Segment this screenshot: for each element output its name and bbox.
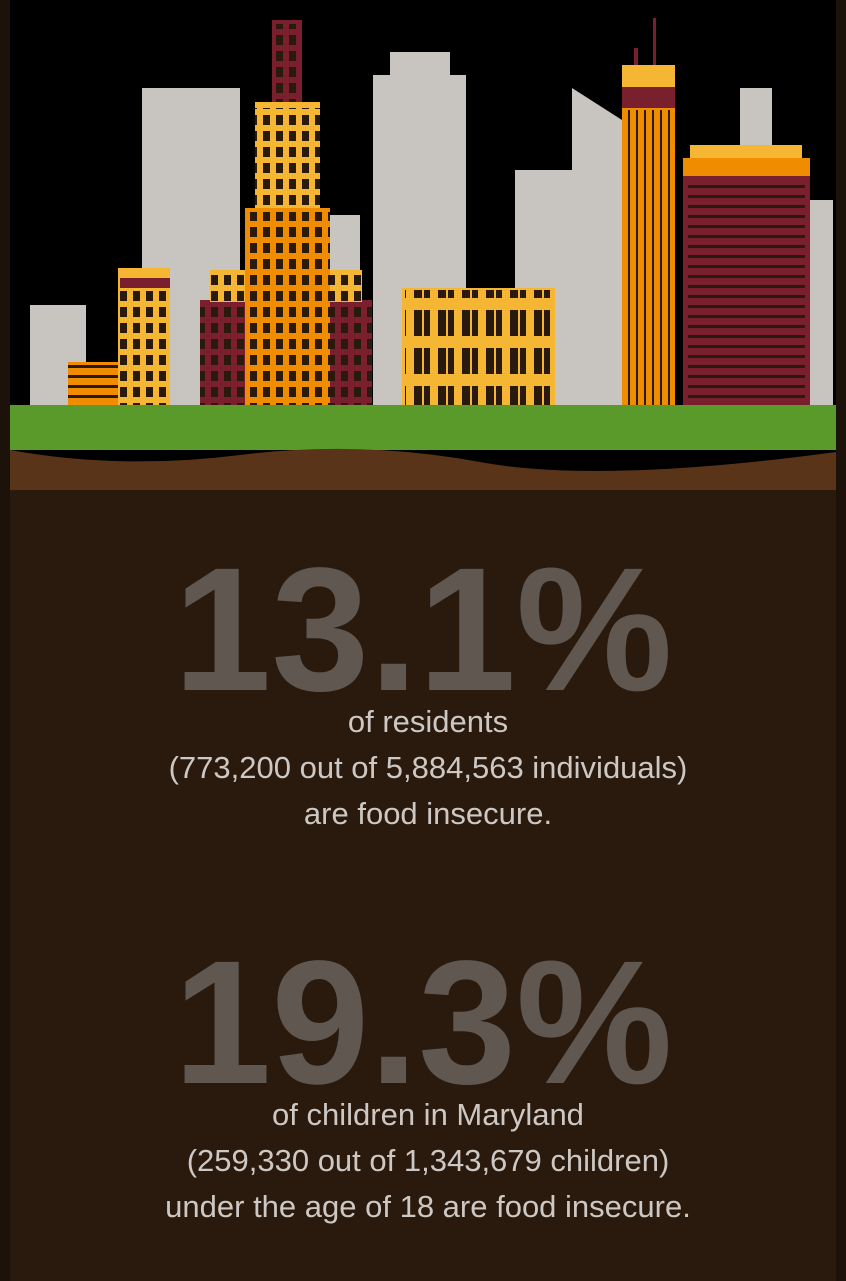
stat-text: of residents [348, 704, 508, 739]
skyline [30, 18, 833, 442]
stat-text: are food insecure. [304, 796, 552, 831]
soil [10, 490, 836, 1281]
stat-figure: 19.3% [173, 925, 672, 1121]
stat-text: (259,330 out of 1,343,679 children) [187, 1143, 670, 1178]
stat-text: of children in Maryland [272, 1097, 584, 1132]
stat-figure: 13.1% [173, 532, 672, 728]
stat-text: (773,200 out of 5,884,563 individuals) [169, 750, 688, 785]
stats: 13.1%of residents (773,200 out of 5,884,5… [165, 532, 691, 1224]
stat-text: under the age of 18 are food insecure. [165, 1189, 691, 1224]
grass [10, 405, 836, 450]
dirt [10, 448, 836, 490]
